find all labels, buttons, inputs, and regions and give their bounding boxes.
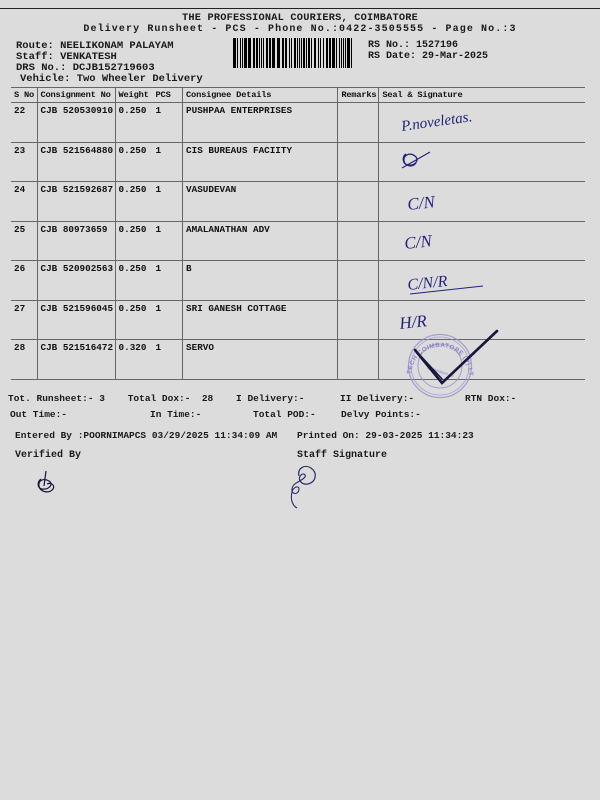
svg-text:C/N: C/N [406,192,437,214]
svg-text:C/N: C/N [403,231,434,253]
svg-text:P.noveletas.: P.noveletas. [399,109,473,135]
